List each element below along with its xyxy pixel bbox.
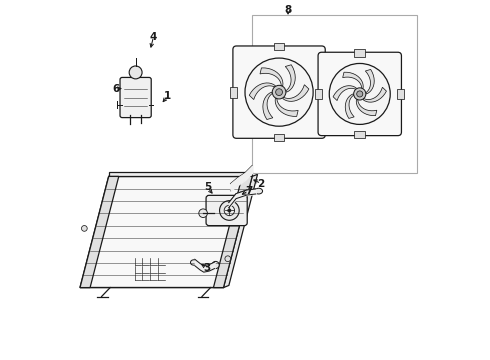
Bar [252,15,417,173]
Polygon shape [263,92,273,120]
Circle shape [225,256,231,262]
Polygon shape [109,172,252,176]
Circle shape [228,209,231,212]
Polygon shape [80,176,119,288]
FancyBboxPatch shape [120,77,151,118]
Text: 3: 3 [204,263,211,273]
Circle shape [245,58,313,126]
Bar [321,87,328,98]
Circle shape [199,209,207,217]
Circle shape [236,202,242,208]
Circle shape [329,63,390,125]
FancyBboxPatch shape [318,52,401,136]
Circle shape [220,201,239,220]
Bar [354,131,365,139]
Bar [230,87,237,98]
Circle shape [276,89,282,95]
Polygon shape [260,68,283,86]
Bar [274,43,285,50]
Circle shape [357,91,363,97]
Polygon shape [343,72,363,88]
FancyBboxPatch shape [206,195,247,226]
Text: 1: 1 [164,91,171,101]
Circle shape [129,66,142,79]
Text: 2: 2 [258,179,265,189]
Polygon shape [214,176,252,288]
Polygon shape [366,69,374,94]
Polygon shape [283,85,309,102]
Polygon shape [285,65,295,92]
Circle shape [224,205,235,216]
Polygon shape [356,99,377,116]
FancyBboxPatch shape [233,46,325,138]
Polygon shape [275,98,298,116]
Bar [397,89,404,99]
Polygon shape [345,94,354,118]
Text: 8: 8 [284,5,292,15]
Polygon shape [223,174,258,288]
Ellipse shape [212,261,219,269]
Text: 7: 7 [245,186,252,196]
Polygon shape [80,176,252,288]
Polygon shape [363,87,387,102]
Circle shape [354,88,366,100]
Bar [274,134,285,141]
Ellipse shape [191,260,197,265]
Circle shape [81,226,87,231]
Ellipse shape [255,188,263,194]
Text: 6: 6 [112,84,120,94]
Bar [315,89,322,99]
Bar [354,49,365,57]
Circle shape [272,85,286,99]
Polygon shape [333,86,356,100]
Polygon shape [249,83,275,100]
Text: 4: 4 [150,32,157,41]
Text: 5: 5 [204,182,211,192]
